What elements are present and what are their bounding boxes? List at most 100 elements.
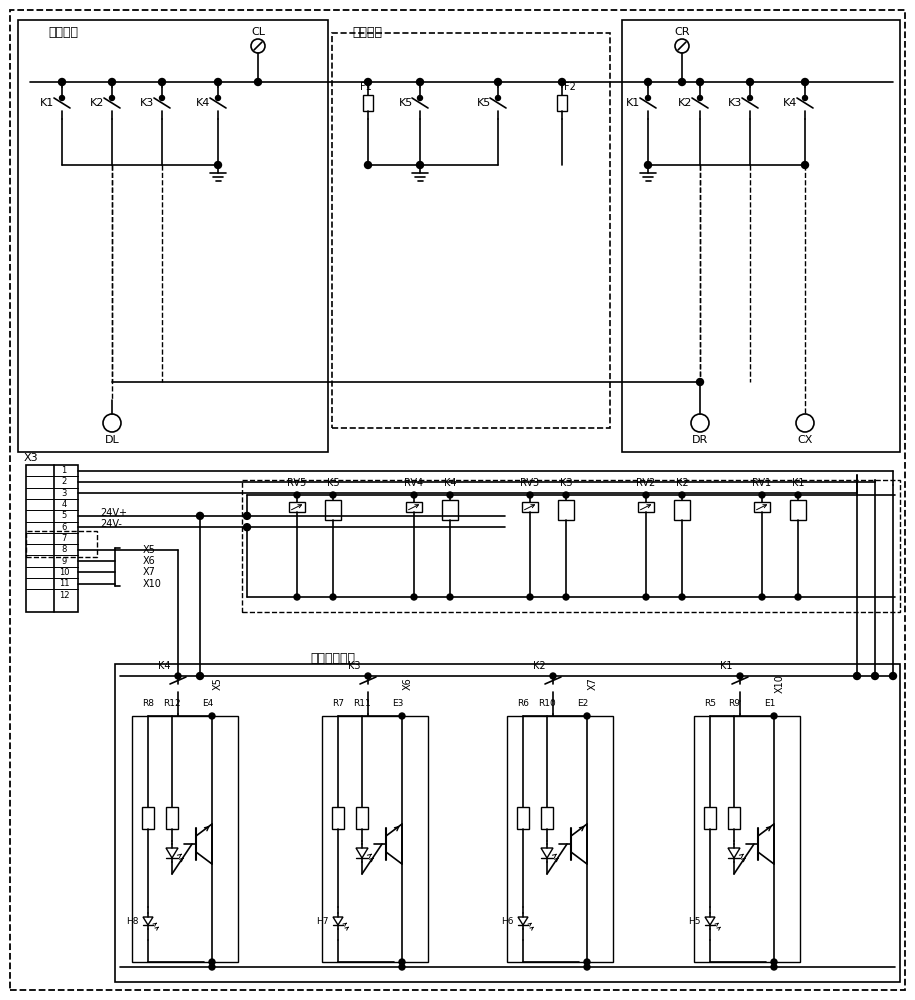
Text: F2: F2	[564, 82, 576, 92]
Text: K3: K3	[727, 98, 742, 108]
Circle shape	[158, 79, 166, 86]
Bar	[142, 807, 154, 829]
Text: K4: K4	[783, 98, 797, 108]
Circle shape	[644, 161, 651, 168]
Circle shape	[330, 594, 336, 600]
Text: K4: K4	[157, 661, 170, 671]
Circle shape	[364, 161, 371, 168]
Circle shape	[214, 79, 221, 86]
Text: K1: K1	[626, 98, 640, 108]
Circle shape	[558, 79, 565, 86]
Text: K1: K1	[40, 98, 54, 108]
Text: 7: 7	[61, 534, 67, 543]
Text: K5: K5	[327, 478, 339, 488]
Text: X10: X10	[775, 675, 785, 693]
Text: X7: X7	[143, 567, 156, 577]
Text: K3: K3	[140, 98, 154, 108]
Circle shape	[771, 964, 777, 970]
Circle shape	[103, 414, 121, 432]
Text: 1: 1	[61, 466, 67, 475]
Bar	[356, 807, 368, 829]
Text: 5: 5	[61, 511, 67, 520]
Bar	[557, 95, 567, 111]
Text: X5: X5	[143, 545, 156, 555]
Bar	[132, 716, 238, 962]
Text: H6: H6	[501, 918, 513, 926]
Bar	[332, 807, 344, 829]
Bar	[622, 20, 900, 452]
Bar	[289, 502, 305, 512]
Circle shape	[771, 713, 777, 719]
Circle shape	[748, 96, 752, 101]
Circle shape	[697, 96, 703, 101]
Text: 24V+: 24V+	[100, 508, 127, 518]
Text: X6: X6	[143, 556, 156, 566]
Circle shape	[796, 414, 814, 432]
Text: E4: E4	[202, 700, 213, 708]
Circle shape	[416, 161, 424, 168]
Circle shape	[243, 512, 251, 519]
Circle shape	[59, 96, 64, 101]
Text: K2: K2	[533, 661, 545, 671]
Bar	[674, 500, 690, 520]
Circle shape	[643, 492, 649, 498]
Circle shape	[802, 96, 808, 101]
Circle shape	[399, 959, 405, 965]
Text: 3: 3	[61, 489, 67, 498]
Bar	[754, 502, 770, 512]
Text: K5: K5	[477, 98, 491, 108]
Text: CL: CL	[251, 27, 265, 37]
Circle shape	[411, 492, 417, 498]
Text: E1: E1	[764, 700, 776, 708]
Circle shape	[197, 672, 203, 680]
Text: 9: 9	[61, 557, 67, 566]
Circle shape	[584, 959, 590, 965]
Bar	[704, 807, 716, 829]
Bar	[694, 716, 800, 962]
Text: R11: R11	[353, 700, 371, 708]
Text: 8: 8	[61, 545, 67, 554]
Circle shape	[675, 39, 689, 53]
Circle shape	[109, 79, 115, 86]
Text: K2: K2	[90, 98, 104, 108]
Circle shape	[802, 161, 809, 168]
Circle shape	[563, 594, 569, 600]
Circle shape	[447, 594, 453, 600]
Circle shape	[679, 594, 685, 600]
Bar	[541, 807, 553, 829]
Text: RV2: RV2	[636, 478, 656, 488]
Text: X6: X6	[403, 678, 413, 690]
Circle shape	[197, 512, 203, 519]
Text: 保护单元: 保护单元	[352, 25, 382, 38]
Bar	[363, 95, 373, 111]
Circle shape	[795, 594, 801, 600]
Text: 24V-: 24V-	[100, 519, 122, 529]
Circle shape	[209, 959, 215, 965]
Circle shape	[251, 39, 265, 53]
Circle shape	[365, 673, 371, 679]
Text: X10: X10	[143, 579, 162, 589]
Text: R12: R12	[163, 700, 181, 708]
Circle shape	[209, 713, 215, 719]
Text: 反馈隔离单元: 反馈隔离单元	[310, 652, 355, 664]
Bar	[26, 465, 78, 612]
Text: 6: 6	[61, 523, 67, 532]
Text: X7: X7	[588, 678, 598, 690]
Circle shape	[737, 673, 743, 679]
Circle shape	[584, 964, 590, 970]
Circle shape	[563, 492, 569, 498]
Circle shape	[527, 594, 533, 600]
Text: F1: F1	[361, 82, 371, 92]
Text: 2: 2	[61, 477, 67, 486]
Text: K1: K1	[720, 661, 732, 671]
Circle shape	[747, 79, 753, 86]
Text: X3: X3	[24, 453, 38, 463]
Circle shape	[364, 79, 371, 86]
Text: 执行单元: 执行单元	[48, 25, 78, 38]
Bar	[728, 807, 740, 829]
Text: K3: K3	[348, 661, 361, 671]
Circle shape	[550, 673, 556, 679]
Circle shape	[771, 959, 777, 965]
Text: E3: E3	[393, 700, 404, 708]
Text: R10: R10	[538, 700, 556, 708]
